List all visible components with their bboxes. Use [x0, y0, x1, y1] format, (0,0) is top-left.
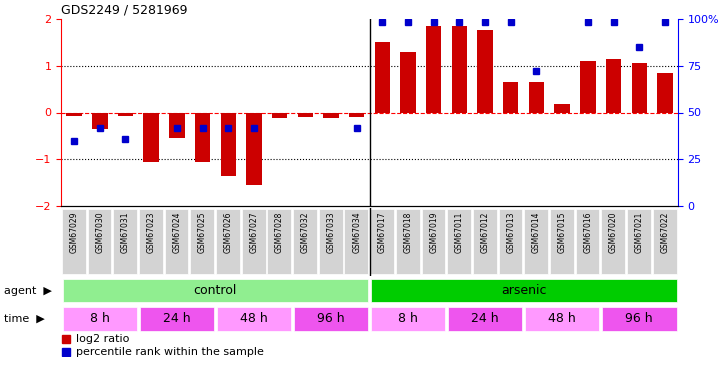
Text: GSM67023: GSM67023 — [146, 211, 156, 253]
Text: 48 h: 48 h — [240, 312, 267, 325]
FancyBboxPatch shape — [422, 210, 446, 274]
Text: GSM67026: GSM67026 — [224, 211, 233, 253]
Text: log2 ratio: log2 ratio — [76, 334, 130, 344]
Text: GSM67016: GSM67016 — [583, 211, 593, 253]
FancyBboxPatch shape — [550, 210, 574, 274]
Text: GSM67011: GSM67011 — [455, 211, 464, 253]
Text: GSM67033: GSM67033 — [327, 211, 335, 253]
Text: agent  ▶: agent ▶ — [4, 286, 51, 296]
FancyBboxPatch shape — [448, 307, 523, 331]
FancyBboxPatch shape — [601, 210, 625, 274]
Bar — [503, 82, 518, 112]
Bar — [658, 73, 673, 112]
Bar — [451, 26, 467, 112]
FancyBboxPatch shape — [575, 210, 599, 274]
Text: GDS2249 / 5281969: GDS2249 / 5281969 — [61, 3, 187, 16]
Text: GSM67028: GSM67028 — [275, 211, 284, 253]
Text: GSM67021: GSM67021 — [634, 211, 644, 253]
Text: GSM67022: GSM67022 — [660, 211, 669, 253]
FancyBboxPatch shape — [87, 210, 112, 274]
Bar — [272, 112, 288, 118]
FancyBboxPatch shape — [242, 210, 265, 274]
Bar — [400, 52, 416, 112]
Bar — [606, 58, 622, 112]
Text: GSM67031: GSM67031 — [121, 211, 130, 253]
FancyBboxPatch shape — [371, 279, 676, 302]
Text: GSM67018: GSM67018 — [404, 211, 412, 253]
FancyBboxPatch shape — [113, 210, 137, 274]
Text: GSM67034: GSM67034 — [352, 211, 361, 253]
Bar — [92, 112, 107, 129]
FancyBboxPatch shape — [267, 210, 291, 274]
FancyBboxPatch shape — [371, 307, 446, 331]
Text: GSM67012: GSM67012 — [481, 211, 490, 253]
Bar — [528, 82, 544, 112]
Bar — [554, 104, 570, 112]
Text: GSM67025: GSM67025 — [198, 211, 207, 253]
FancyBboxPatch shape — [396, 210, 420, 274]
FancyBboxPatch shape — [216, 210, 240, 274]
Bar — [169, 112, 185, 138]
Text: 96 h: 96 h — [625, 312, 653, 325]
FancyBboxPatch shape — [140, 307, 214, 331]
Text: time  ▶: time ▶ — [4, 314, 45, 324]
Bar — [426, 26, 441, 112]
Text: control: control — [194, 284, 237, 297]
Bar — [298, 112, 313, 117]
FancyBboxPatch shape — [653, 210, 676, 274]
Text: 48 h: 48 h — [548, 312, 576, 325]
Bar — [580, 61, 596, 112]
FancyBboxPatch shape — [473, 210, 497, 274]
Bar — [195, 112, 211, 162]
Text: GSM67019: GSM67019 — [429, 211, 438, 253]
Text: GSM67014: GSM67014 — [532, 211, 541, 253]
Bar — [632, 63, 647, 112]
FancyBboxPatch shape — [139, 210, 163, 274]
FancyBboxPatch shape — [62, 210, 86, 274]
Text: percentile rank within the sample: percentile rank within the sample — [76, 347, 264, 357]
Text: 24 h: 24 h — [163, 312, 190, 325]
FancyBboxPatch shape — [602, 307, 676, 331]
Text: GSM67027: GSM67027 — [249, 211, 258, 253]
FancyBboxPatch shape — [319, 210, 342, 274]
FancyBboxPatch shape — [63, 307, 137, 331]
FancyBboxPatch shape — [525, 307, 599, 331]
Text: 8 h: 8 h — [90, 312, 110, 325]
FancyBboxPatch shape — [345, 210, 368, 274]
FancyBboxPatch shape — [447, 210, 471, 274]
Text: GSM67030: GSM67030 — [95, 211, 105, 253]
Bar — [221, 112, 236, 176]
Bar — [375, 42, 390, 112]
Bar — [247, 112, 262, 185]
Text: GSM67020: GSM67020 — [609, 211, 618, 253]
FancyBboxPatch shape — [498, 210, 523, 274]
Text: GSM67029: GSM67029 — [70, 211, 79, 253]
Bar — [477, 30, 493, 112]
Bar — [349, 112, 364, 117]
Bar — [323, 112, 339, 118]
Text: GSM67013: GSM67013 — [506, 211, 516, 253]
FancyBboxPatch shape — [164, 210, 188, 274]
FancyBboxPatch shape — [216, 307, 291, 331]
Text: arsenic: arsenic — [501, 284, 547, 297]
Text: GSM67015: GSM67015 — [557, 211, 567, 253]
Text: 24 h: 24 h — [472, 312, 499, 325]
FancyBboxPatch shape — [627, 210, 651, 274]
Bar — [66, 112, 82, 116]
FancyBboxPatch shape — [293, 307, 368, 331]
Bar — [118, 112, 133, 116]
Text: GSM67024: GSM67024 — [172, 211, 182, 253]
Text: 96 h: 96 h — [317, 312, 345, 325]
FancyBboxPatch shape — [370, 210, 394, 274]
Text: GSM67017: GSM67017 — [378, 211, 387, 253]
FancyBboxPatch shape — [293, 210, 317, 274]
FancyBboxPatch shape — [63, 279, 368, 302]
FancyBboxPatch shape — [190, 210, 214, 274]
Text: GSM67032: GSM67032 — [301, 211, 310, 253]
Bar — [143, 112, 159, 162]
FancyBboxPatch shape — [524, 210, 548, 274]
Text: 8 h: 8 h — [398, 312, 418, 325]
